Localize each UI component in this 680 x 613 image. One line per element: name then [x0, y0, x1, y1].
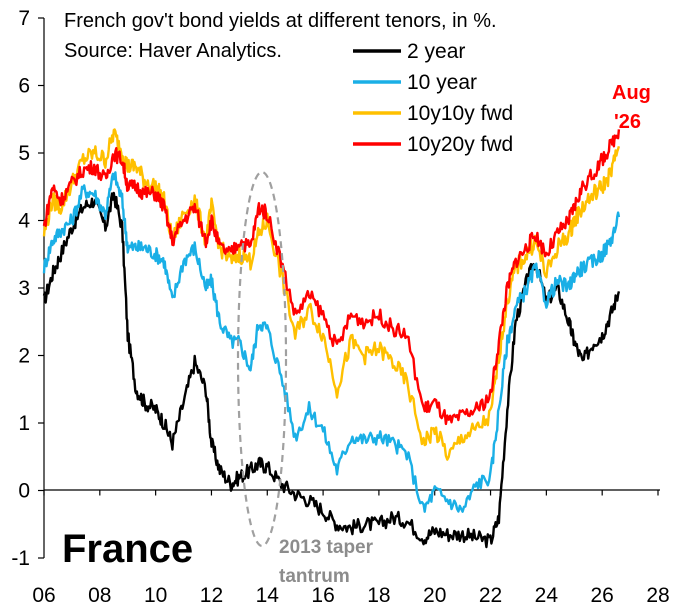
y-axis-ticks: -1 0 1 2 3 4 5 6 7: [11, 7, 44, 570]
x-tick-label: 06: [32, 584, 55, 607]
country-label: France: [62, 527, 193, 571]
x-tick-label: 22: [479, 584, 502, 607]
x-tick-label: 08: [88, 584, 111, 607]
y-tick-label: 6: [18, 75, 30, 98]
x-tick-label: 16: [311, 584, 334, 607]
y-tick-label: 2: [18, 345, 30, 368]
y-tick-label: 0: [18, 480, 30, 503]
series-line-10y20y-fwd: [42, 129, 621, 426]
x-tick-label: 28: [646, 584, 669, 607]
latest-date-label-line1: Aug: [612, 82, 651, 104]
legend-label: 2 year: [407, 40, 465, 63]
y-tick-label: -1: [11, 547, 30, 570]
y-tick-label: 7: [18, 7, 30, 30]
chart-title: French gov't bond yields at different te…: [64, 10, 497, 32]
y-tick-label: 3: [18, 277, 30, 300]
y-tick-label: 4: [18, 210, 30, 233]
x-tick-label: 26: [591, 584, 614, 607]
series-line-10-year: [42, 171, 621, 513]
legend-label: 10y10y fwd: [407, 102, 513, 125]
x-tick-label: 20: [423, 584, 446, 607]
taper-tantrum-label-line2: tantrum: [279, 566, 350, 587]
legend: 2 year 10 year 10y10y fwd 10y20y fwd: [353, 40, 513, 156]
x-tick-label: 24: [535, 584, 559, 607]
x-tick-label: 12: [200, 584, 223, 607]
taper-tantrum-label-line1: 2013 taper: [279, 537, 374, 558]
legend-label: 10y20y fwd: [407, 133, 513, 156]
series-group: [42, 128, 621, 549]
series-line-10y10y-fwd: [42, 128, 621, 461]
latest-date-label-line2: '26: [614, 111, 641, 133]
x-tick-label: 18: [367, 584, 390, 607]
y-tick-label: 5: [18, 142, 30, 165]
legend-label: 10 year: [407, 71, 477, 94]
x-tick-label: 10: [144, 584, 167, 607]
x-axis-ticks: 06 08 10 12 14 16 18 20 22 24 26 28: [32, 490, 670, 607]
x-tick-label: 14: [256, 584, 280, 607]
taper-tantrum-ellipse: [236, 170, 288, 548]
y-tick-label: 1: [18, 412, 30, 435]
chart-subtitle: Source: Haver Analytics.: [64, 40, 282, 62]
